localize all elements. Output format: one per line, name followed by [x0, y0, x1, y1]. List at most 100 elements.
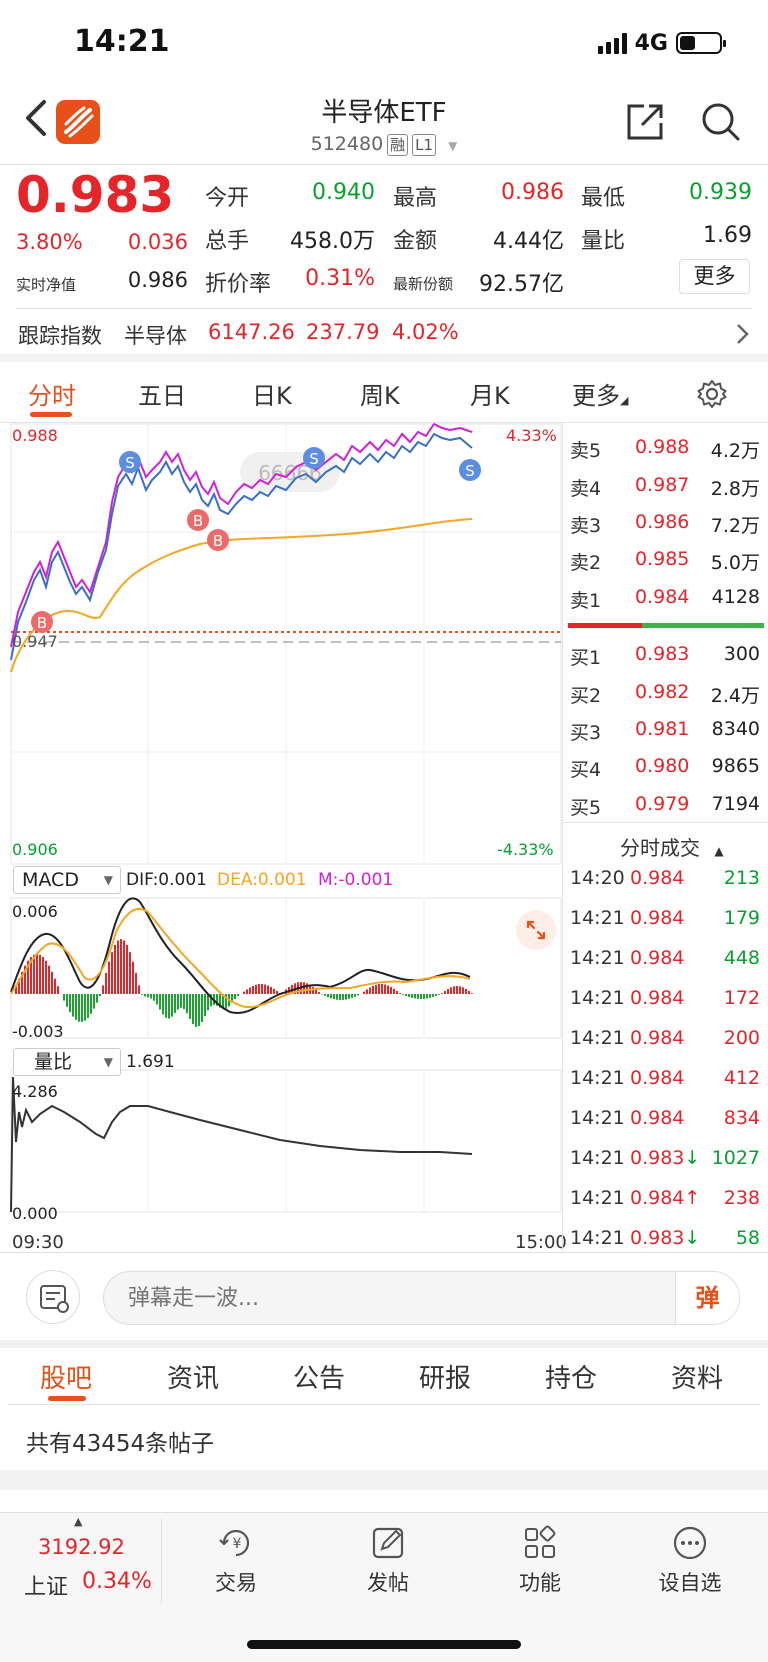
- tab-profile[interactable]: 资料: [671, 1364, 724, 1394]
- tab-week-k[interactable]: 周K: [360, 382, 400, 410]
- search-button[interactable]: [700, 101, 742, 143]
- macd-bar: [126, 944, 128, 994]
- trades-title[interactable]: 分时成交 ▲: [620, 832, 724, 861]
- macd-histogram: [15, 939, 473, 1027]
- macd-bar: [69, 994, 71, 1013]
- macd-bar: [135, 972, 137, 994]
- post-button[interactable]: 发帖: [328, 1523, 448, 1597]
- ask-row[interactable]: 卖1 0.984 4128: [570, 586, 760, 612]
- trade-time: 14:21: [570, 1187, 625, 1209]
- expand-chart-button[interactable]: [516, 910, 556, 950]
- trade-icon: ¥: [219, 1529, 250, 1557]
- ask-level: 卖1: [570, 590, 602, 612]
- comment-input[interactable]: [128, 1282, 648, 1314]
- tab-intraday[interactable]: 分时: [28, 382, 76, 410]
- macd-bar: [381, 984, 383, 994]
- macd-bar: [369, 987, 371, 994]
- bid-row[interactable]: 买5 0.979 7194: [570, 793, 760, 819]
- open-value: 0.940: [312, 180, 375, 205]
- bid-row[interactable]: 买4 0.980 9865: [570, 755, 760, 781]
- macd-bar: [258, 984, 260, 994]
- bid-row[interactable]: 买2 0.982 2.4万: [570, 681, 760, 707]
- section-gap: [0, 354, 768, 362]
- ask-row[interactable]: 卖5 0.988 4.2万: [570, 436, 760, 462]
- ask-row[interactable]: 卖4 0.987 2.8万: [570, 474, 760, 500]
- trade-row: 14:21 0.984 412: [570, 1067, 760, 1091]
- macd-bar: [348, 994, 350, 999]
- tab-month-k[interactable]: 月K: [470, 382, 510, 410]
- settings-gear-icon[interactable]: [696, 378, 728, 410]
- macd-bar: [357, 994, 359, 996]
- macd-bar: [48, 965, 50, 994]
- macd-bar: [39, 954, 41, 994]
- sell-marker: S: [119, 451, 141, 473]
- macd-bar: [192, 994, 194, 1025]
- macd-bar: [183, 994, 185, 1010]
- tab-five-day[interactable]: 五日: [138, 382, 186, 410]
- macd-min-label: -0.003: [12, 1022, 64, 1041]
- trade-volume: 412: [723, 1067, 760, 1089]
- macd-bar: [345, 994, 347, 1000]
- section-gap: [0, 1340, 768, 1348]
- macd-bar: [102, 985, 104, 994]
- bid-row[interactable]: 买1 0.983 300: [570, 643, 760, 669]
- change-value: 0.036: [127, 230, 188, 254]
- tracking-index-row[interactable]: 跟踪指数 半导体 6147.26 237.79 4.02%: [0, 316, 768, 352]
- home-indicator: [247, 1640, 521, 1649]
- volume-ratio-line: [10, 1076, 473, 1213]
- macd-indicator-select[interactable]: MACD ▼: [13, 866, 121, 894]
- dea-value: DEA:0.001: [217, 870, 307, 890]
- macd-bar: [372, 985, 374, 994]
- stock-code-row[interactable]: 512480 融 L1 ▼: [0, 133, 768, 156]
- macd-bar: [408, 994, 410, 997]
- more-quote-button[interactable]: 更多: [679, 259, 750, 294]
- trade-price: 0.984: [630, 1107, 684, 1129]
- tab-more[interactable]: 更多◢: [572, 376, 628, 411]
- functions-button[interactable]: 功能: [480, 1523, 600, 1597]
- volume-ratio-select[interactable]: 量比 ▼: [13, 1048, 121, 1076]
- tab-research[interactable]: 研报: [419, 1364, 472, 1394]
- tab-forum[interactable]: 股吧: [40, 1364, 93, 1394]
- macd-bar: [441, 993, 443, 994]
- danmaku-send-button[interactable]: 弹: [675, 1272, 739, 1324]
- ask-row[interactable]: 卖3 0.986 7.2万: [570, 511, 760, 537]
- macd-bar: [108, 961, 110, 994]
- svg-text:¥: ¥: [233, 1536, 242, 1552]
- trade-price: 0.983↓: [630, 1227, 700, 1249]
- tab-news[interactable]: 资讯: [167, 1364, 220, 1394]
- post-count: 共有43454条帖子: [26, 1431, 215, 1457]
- high-label: 最高: [393, 186, 438, 211]
- macd-bar: [267, 985, 269, 994]
- macd-bar: [84, 994, 86, 1021]
- macd-bar: [207, 994, 209, 1011]
- price-line: [10, 432, 473, 661]
- add-watchlist-button[interactable]: 设自选: [630, 1523, 750, 1597]
- macd-bar: [237, 994, 239, 997]
- back-button[interactable]: [22, 98, 52, 138]
- market-index-widget[interactable]: ▲ 3192.92 上证 0.34%: [0, 1513, 160, 1613]
- macd-bar: [78, 994, 80, 1022]
- search-icon: [702, 103, 740, 141]
- ask-volume: 7.2万: [710, 515, 760, 537]
- tab-day-k[interactable]: 日K: [252, 382, 292, 410]
- macd-bar: [432, 994, 434, 997]
- ask-row[interactable]: 卖2 0.985 5.0万: [570, 548, 760, 574]
- macd-bar: [243, 991, 245, 994]
- macd-bar: [111, 952, 113, 994]
- price-max-label: 0.988: [12, 426, 58, 445]
- macd-bar: [375, 984, 377, 994]
- tab-announcements[interactable]: 公告: [293, 1364, 346, 1394]
- bottom-toolbar: ▲ 3192.92 上证 0.34% ¥ 交易 发帖: [0, 1512, 768, 1662]
- trade-button[interactable]: ¥ 交易: [176, 1523, 296, 1597]
- share-button[interactable]: [624, 101, 666, 143]
- header-divider: [0, 164, 768, 165]
- tab-holdings[interactable]: 持仓: [545, 1364, 598, 1394]
- trade-time: 14:21: [570, 1227, 625, 1249]
- macd-bar: [399, 993, 401, 994]
- intraday-chart[interactable]: 66666 B B B S S S: [0, 422, 562, 1252]
- bid-row[interactable]: 买3 0.981 8340: [570, 718, 760, 744]
- low-label: 最低: [581, 186, 626, 211]
- comment-input-box[interactable]: 弹: [103, 1271, 740, 1325]
- bid-level: 买1: [570, 647, 602, 669]
- danmaku-settings-button[interactable]: [26, 1270, 80, 1324]
